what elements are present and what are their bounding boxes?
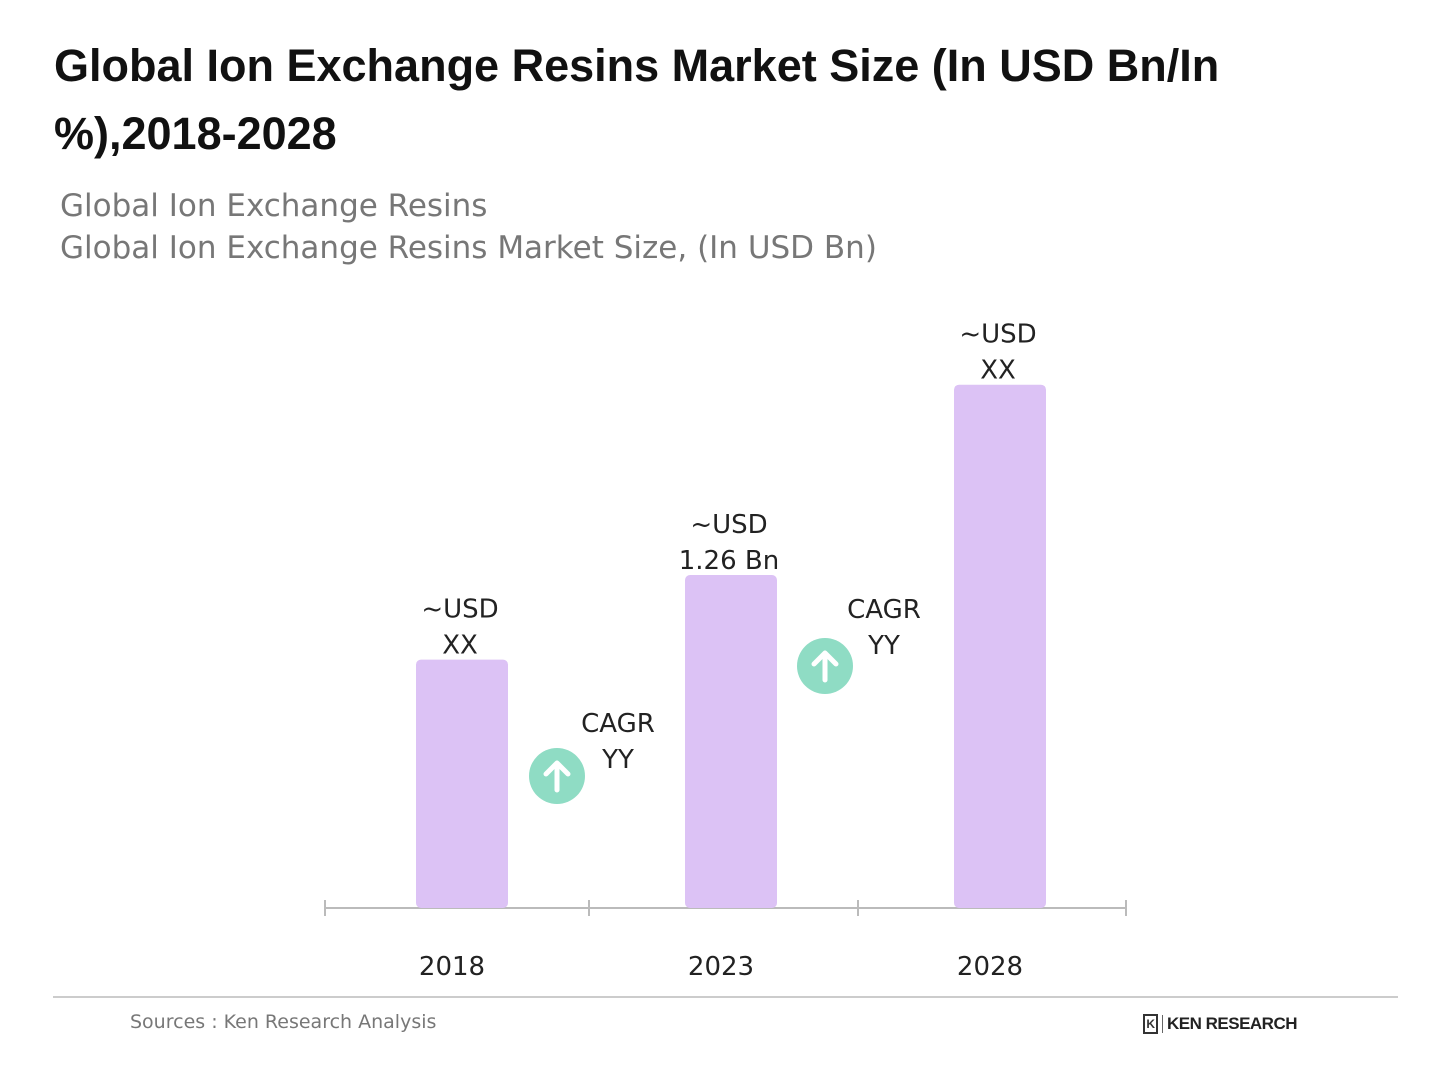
bar-2028 (954, 384, 1046, 908)
data-label: 1.26 Bn (679, 546, 779, 576)
data-label: ~USD (959, 320, 1036, 350)
footer-divider (53, 996, 1398, 998)
arrow-up-icon (811, 650, 839, 683)
data-label: ~USD (690, 510, 767, 540)
chart-subtitle-2: Global Ion Exchange Resins Market Size, … (60, 230, 877, 266)
x-tick-label: 2023 (688, 952, 754, 982)
cagr-label: YY (601, 745, 634, 775)
chart-title: Global Ion Exchange Resins Market Size (… (54, 40, 1220, 159)
cagr-label: CAGR (581, 709, 655, 739)
logo-text: KEN RESEARCH (1167, 1014, 1298, 1033)
arrow-up-icon (543, 760, 571, 793)
cagr-label: YY (867, 631, 900, 661)
x-tick-label: 2018 (419, 952, 485, 982)
logo-k-icon: K (1143, 1014, 1158, 1034)
data-label: XX (442, 631, 478, 661)
data-label: XX (980, 356, 1016, 386)
cagr-label: CAGR (847, 595, 921, 625)
source-note: Sources : Ken Research Analysis (130, 1011, 437, 1033)
ken-research-logo: K KEN RESEARCH (1143, 1014, 1298, 1034)
bar-chart: ~USD XX 2018 ~USD 1.26 Bn 2023 ~USD XX 2028 CAGR Y… (324, 320, 1127, 982)
bar-2018 (416, 659, 508, 908)
chart-subtitle: Global Ion Exchange Resins (60, 188, 488, 224)
data-label: ~USD (421, 595, 498, 625)
bar-2023 (685, 575, 777, 908)
x-tick-label: 2028 (957, 952, 1023, 982)
